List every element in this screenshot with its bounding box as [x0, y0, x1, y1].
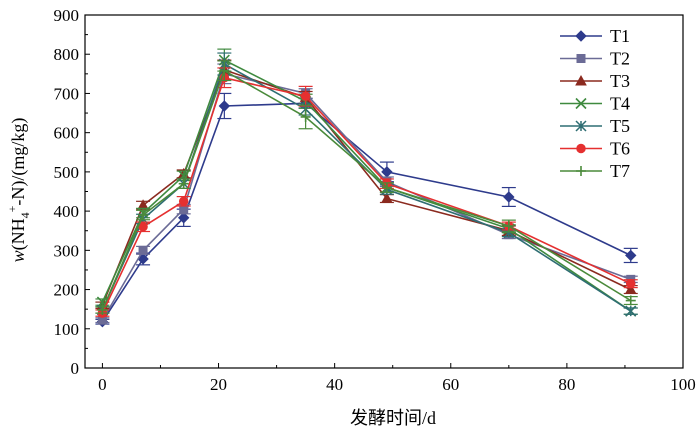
- legend-marker: [575, 74, 587, 86]
- series-line: [101, 76, 632, 314]
- y-tick-label: 400: [54, 202, 80, 221]
- data-point: [503, 191, 515, 203]
- data-point: [381, 192, 393, 204]
- legend-label: T6: [610, 139, 630, 159]
- series-T1: [95, 92, 638, 328]
- legend-marker: [575, 30, 587, 42]
- x-tick-label: 0: [98, 375, 107, 394]
- legend-label: T7: [610, 161, 630, 181]
- y-tick-label: 100: [54, 320, 80, 339]
- data-point: [178, 196, 189, 207]
- legend-item-T4: T4: [560, 94, 630, 114]
- legend-label: T2: [610, 49, 630, 69]
- x-tick-label: 40: [326, 375, 343, 394]
- legend-item-T1: T1: [560, 26, 630, 46]
- series-T4: [95, 48, 638, 317]
- legend-item-T3: T3: [560, 71, 630, 91]
- y-tick-label: 0: [71, 359, 80, 378]
- series-T7: [95, 60, 638, 315]
- y-tick-label: 500: [54, 163, 80, 182]
- data-point: [219, 65, 230, 76]
- legend-label: T3: [610, 71, 630, 91]
- axis-ticks: 0 100 200 300 400 500 600 700 800 900 0 20 40 60 80 100: [54, 6, 696, 394]
- x-tick-label: 100: [670, 375, 696, 394]
- legend-label: T4: [610, 94, 630, 114]
- series-T6: [95, 67, 638, 318]
- data-point: [300, 91, 311, 101]
- y-label-subscript: 4: [18, 212, 32, 218]
- series-line: [101, 69, 632, 311]
- data-point: [218, 100, 231, 112]
- legend-marker: [576, 143, 586, 154]
- series-line: [101, 62, 632, 312]
- series-line: [101, 58, 632, 312]
- legend-item-T6: T6: [560, 139, 630, 159]
- legend-item-T5: T5: [560, 116, 630, 136]
- legend-marker: [576, 54, 586, 63]
- legend-marker: [575, 120, 587, 132]
- y-label-italic: w: [8, 250, 28, 262]
- y-tick-label: 600: [54, 124, 80, 143]
- x-tick-label: 60: [442, 375, 459, 394]
- series-line: [101, 68, 632, 306]
- x-tick-label: 80: [558, 375, 575, 394]
- legend-label: T1: [610, 26, 630, 46]
- data-point: [178, 178, 189, 189]
- y-label-suffix: -N)/(mg/kg): [8, 118, 29, 206]
- series-T3: [95, 59, 638, 310]
- data-point: [138, 245, 148, 255]
- data-point: [97, 304, 108, 315]
- legend-item-T7: T7: [560, 161, 630, 181]
- data-point: [625, 295, 636, 306]
- data-point: [625, 305, 637, 317]
- data-point: [138, 210, 149, 221]
- y-axis-label: w(NH4+-N)/(mg/kg): [5, 118, 32, 263]
- y-tick-label: 300: [54, 241, 80, 260]
- legend-marker: [575, 97, 587, 110]
- series-line: [101, 102, 632, 323]
- y-tick-label: 800: [54, 45, 80, 64]
- series-layer: [95, 48, 638, 328]
- data-point: [300, 111, 311, 122]
- legend-label: T5: [610, 116, 630, 136]
- legend-marker: [576, 166, 586, 176]
- x-axis-label: 发酵时间/d: [350, 408, 436, 428]
- y-tick-label: 900: [54, 6, 80, 25]
- y-tick-label: 200: [54, 281, 80, 300]
- y-tick-label: 700: [54, 84, 80, 103]
- data-point: [624, 283, 637, 295]
- data-point: [503, 221, 514, 232]
- series-T5: [95, 52, 638, 317]
- y-label-prefix: (NH: [8, 218, 29, 250]
- y-label-superscript: +: [5, 205, 19, 212]
- legend-item-T2: T2: [560, 49, 630, 69]
- data-point: [177, 212, 190, 224]
- data-point: [381, 182, 392, 193]
- data-point: [625, 249, 637, 262]
- series-T2: [95, 63, 638, 325]
- data-point: [625, 278, 636, 289]
- x-tick-label: 20: [210, 375, 227, 394]
